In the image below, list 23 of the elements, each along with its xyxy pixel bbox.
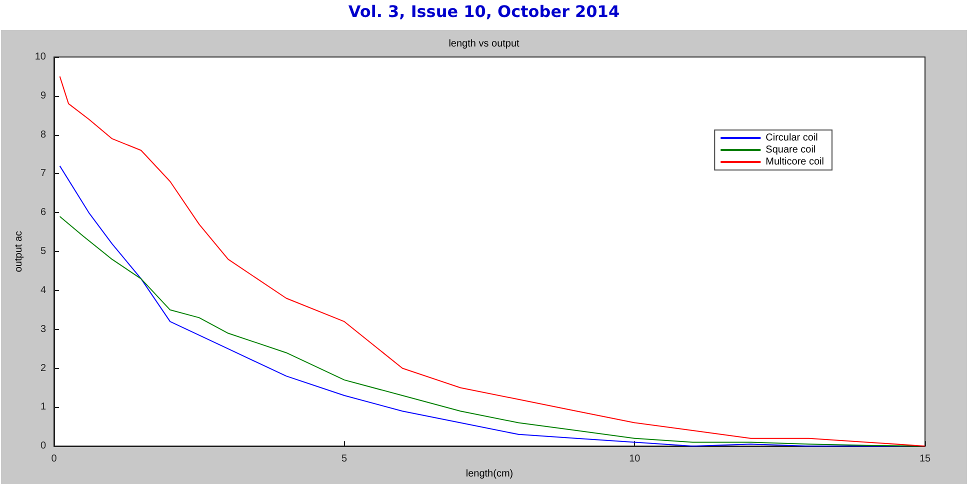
x-tick-label: 5 [342, 454, 348, 465]
y-tick-label: 9 [40, 90, 46, 102]
y-tick-label: 7 [40, 168, 46, 180]
x-axis-title: length(cm) [466, 468, 514, 480]
y-tick-label: 2 [40, 362, 46, 374]
text: Vol. 3, Issue 10, October 2014 [347, 2, 621, 21]
y-tick-label: 3 [40, 324, 46, 335]
chart-title: length vs output [448, 38, 520, 50]
legend-label: Multicore coil [766, 156, 824, 168]
y-tick-label: 1 [40, 402, 46, 413]
y-axis-title: output ac [13, 230, 24, 272]
legend-label: Square coil [766, 144, 816, 156]
y-tick-label: 6 [40, 207, 46, 218]
y-tick-label: 4 [40, 284, 46, 296]
x-tick-label: 15 [919, 454, 931, 465]
x-tick-label: 10 [629, 454, 641, 465]
legend-label: Circular coil [766, 132, 818, 144]
line-series [59, 76, 926, 447]
y-tick-label: 0 [40, 440, 46, 452]
x-tick-label: 0 [51, 454, 58, 465]
y-tick-label: 8 [40, 129, 46, 140]
y-tick-label: 10 [34, 52, 46, 62]
y-tick-label: 5 [40, 246, 46, 258]
